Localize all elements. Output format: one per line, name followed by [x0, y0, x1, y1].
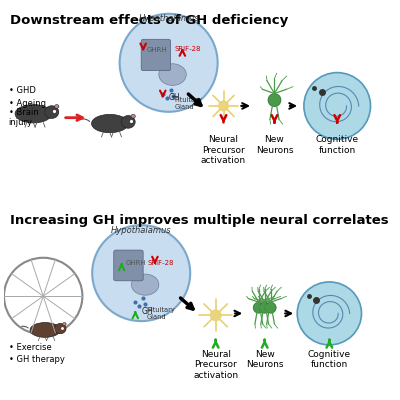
Text: Pituitary
Gland: Pituitary Gland — [174, 98, 202, 110]
Text: Neural
Precursor
activation: Neural Precursor activation — [201, 135, 246, 165]
Ellipse shape — [159, 64, 186, 85]
Ellipse shape — [54, 324, 66, 334]
Circle shape — [265, 302, 276, 313]
Text: • GHD: • GHD — [9, 86, 36, 95]
Ellipse shape — [45, 106, 59, 118]
Text: GHRH: GHRH — [147, 47, 168, 53]
Circle shape — [268, 94, 281, 106]
FancyBboxPatch shape — [141, 39, 171, 71]
Text: • Brain
injury: • Brain injury — [9, 108, 38, 127]
Text: New
Neurons: New Neurons — [246, 350, 284, 369]
Text: Cognitive
function: Cognitive function — [308, 350, 351, 369]
Text: Downstream effects of GH deficiency: Downstream effects of GH deficiency — [10, 14, 288, 27]
Ellipse shape — [62, 322, 66, 326]
Circle shape — [253, 302, 264, 313]
Ellipse shape — [131, 274, 159, 295]
Ellipse shape — [92, 114, 128, 133]
Text: GH: GH — [141, 307, 153, 316]
Text: Pituitary
Gland: Pituitary Gland — [147, 307, 175, 320]
Circle shape — [259, 302, 270, 313]
Text: • Ageing: • Ageing — [9, 100, 46, 108]
Text: Neural
Precursor
activation: Neural Precursor activation — [193, 350, 238, 380]
Text: • GH therapy: • GH therapy — [9, 355, 64, 364]
Ellipse shape — [121, 116, 135, 128]
Text: SRIF-28: SRIF-28 — [147, 260, 174, 266]
Ellipse shape — [54, 104, 59, 108]
Circle shape — [120, 14, 218, 112]
Ellipse shape — [30, 322, 60, 337]
Ellipse shape — [15, 104, 52, 123]
Text: Hypothalamus: Hypothalamus — [138, 14, 199, 23]
Text: SRIF-28: SRIF-28 — [174, 46, 201, 52]
FancyBboxPatch shape — [114, 250, 143, 281]
Circle shape — [304, 73, 370, 139]
Text: GH: GH — [169, 93, 180, 102]
Circle shape — [210, 310, 222, 321]
Circle shape — [297, 282, 362, 345]
Circle shape — [218, 101, 229, 111]
Circle shape — [92, 225, 190, 321]
Text: Cognitive
function: Cognitive function — [316, 135, 359, 155]
Text: New
Neurons: New Neurons — [256, 135, 293, 155]
Text: GHRH: GHRH — [126, 260, 146, 266]
Text: Hypothalamus: Hypothalamus — [111, 226, 172, 235]
Ellipse shape — [131, 114, 135, 118]
Text: Increasing GH improves multiple neural correlates: Increasing GH improves multiple neural c… — [10, 214, 388, 226]
Text: • Exercise: • Exercise — [9, 344, 52, 352]
